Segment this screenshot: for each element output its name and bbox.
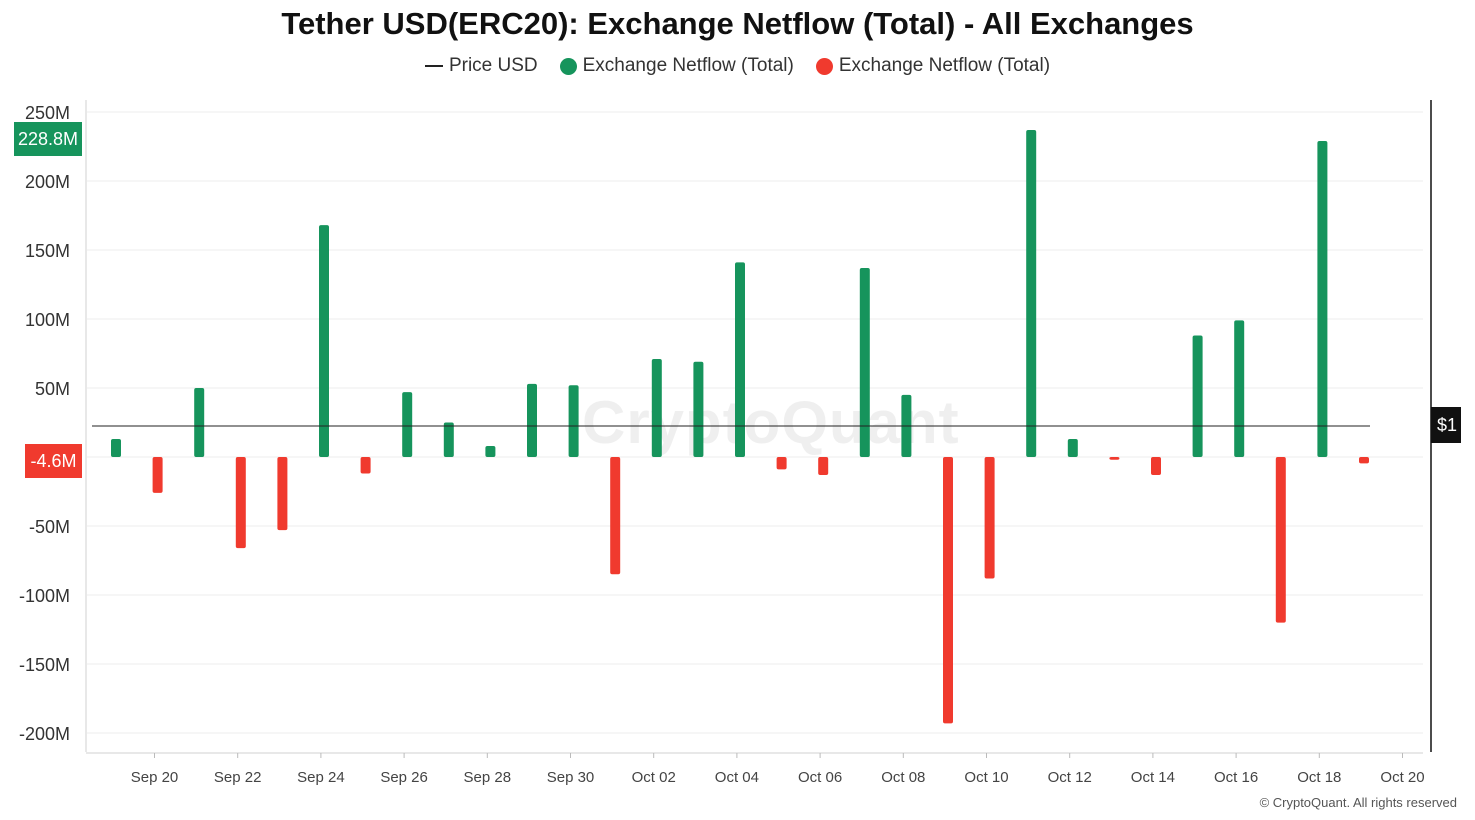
chart-title: Tether USD(ERC20): Exchange Netflow (Tot… — [281, 6, 1194, 41]
bar-negative — [818, 457, 829, 475]
legend: Price USD Exchange Netflow (Total) Excha… — [0, 55, 1475, 77]
bar-negative — [360, 457, 371, 474]
legend-label-price: Price USD — [448, 55, 538, 76]
bar-positive — [1067, 439, 1078, 457]
bar-negative — [984, 457, 995, 579]
y-tick-label: -100M — [19, 586, 70, 606]
price-badge: $1 — [1431, 407, 1461, 443]
bar-negative — [1359, 457, 1369, 464]
x-tick-label: Oct 08 — [881, 769, 925, 786]
x-tick-label: Oct 02 — [632, 769, 676, 786]
y-tick-label: 250M — [25, 103, 70, 123]
x-tick-label: Oct 10 — [964, 769, 1008, 786]
y-tick-label: 200M — [25, 172, 70, 192]
bar-positive — [194, 388, 205, 457]
x-tick-label: Sep 30 — [547, 769, 595, 786]
bar-positive — [568, 385, 579, 457]
legend-line-swatch — [424, 65, 443, 67]
legend-label-netflow-negative: Exchange Netflow (Total) — [838, 55, 1051, 76]
bar-positive — [319, 225, 329, 457]
bar-negative — [1275, 457, 1286, 623]
watermark: CryptoQuant — [582, 389, 960, 456]
x-tick-label: Oct 04 — [715, 769, 759, 786]
max-value-badge: 228.8M — [14, 122, 82, 156]
bar-positive — [443, 422, 454, 457]
bar-positive — [1234, 320, 1245, 457]
bar-positive — [651, 359, 662, 457]
bar-positive — [1192, 335, 1203, 457]
bar-negative — [1109, 457, 1120, 460]
bar-positive — [402, 392, 413, 457]
legend-item-netflow-positive[interactable]: Exchange Netflow (Total) — [559, 55, 794, 77]
x-tick-label: Sep 26 — [380, 769, 428, 786]
legend-item-price[interactable]: Price USD — [424, 55, 538, 77]
bar-positive — [1317, 140, 1328, 458]
bar-negative — [277, 457, 288, 531]
x-tick-label: Oct 14 — [1131, 769, 1175, 786]
y-tick-label: -150M — [19, 655, 70, 675]
x-tick-label: Oct 16 — [1214, 769, 1258, 786]
last-value-badge: -4.6M — [25, 444, 82, 478]
bar-positive — [859, 267, 870, 457]
x-tick-label: Oct 20 — [1380, 769, 1424, 786]
x-tick-label: Oct 06 — [798, 769, 842, 786]
y-tick-label: -50M — [29, 517, 70, 537]
x-tick-label: Sep 22 — [214, 769, 262, 786]
legend-dot-red — [815, 57, 833, 75]
bar-positive — [485, 445, 496, 457]
x-tick-label: Sep 24 — [297, 769, 345, 786]
y-tick-label: 50M — [35, 379, 70, 399]
bar-negative — [610, 457, 621, 575]
bar-positive — [111, 439, 121, 457]
y-tick-label: 100M — [25, 310, 70, 330]
x-tick-label: Sep 28 — [464, 769, 512, 786]
bar-positive — [735, 262, 745, 457]
y-tick-label: -200M — [19, 724, 70, 744]
bar-negative — [943, 457, 953, 724]
bar-positive — [693, 361, 704, 457]
bar-negative — [776, 457, 787, 470]
legend-label-netflow-positive: Exchange Netflow (Total) — [582, 55, 794, 76]
x-tick-label: Sep 20 — [131, 769, 179, 786]
bar-positive — [1026, 129, 1037, 457]
bar-negative — [235, 457, 246, 549]
x-tick-label: Oct 12 — [1048, 769, 1092, 786]
y-tick-label: 150M — [25, 241, 70, 261]
legend-item-netflow-negative[interactable]: Exchange Netflow (Total) — [815, 55, 1051, 77]
bar-positive — [527, 383, 537, 457]
bar-negative — [152, 457, 163, 493]
bar-negative — [1151, 457, 1161, 475]
copyright-text: © CryptoQuant. All rights reserved — [1259, 795, 1457, 810]
x-tick-label: Oct 18 — [1297, 769, 1341, 786]
legend-dot-green — [559, 57, 577, 75]
